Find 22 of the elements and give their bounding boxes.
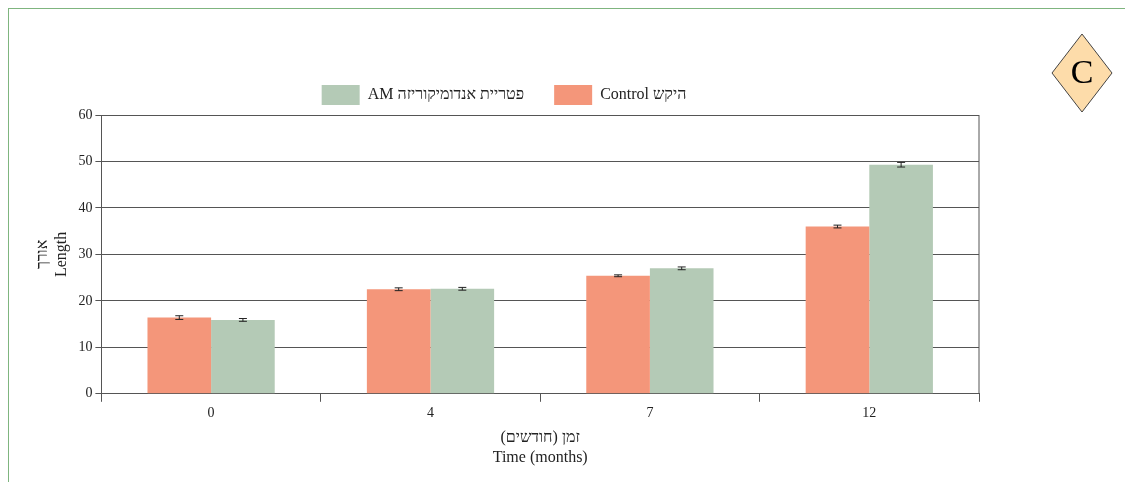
legend-label: Control היקש — [600, 85, 687, 103]
y-tick-label: 60 — [78, 106, 93, 122]
x-tick-label: 0 — [207, 404, 215, 420]
bar — [366, 289, 431, 394]
x-tick-label: 12 — [862, 404, 877, 420]
bar — [211, 319, 275, 394]
y-tick-label: 50 — [78, 153, 93, 169]
y-tick-label: 0 — [85, 385, 93, 401]
bar — [147, 317, 212, 394]
bar — [649, 268, 714, 394]
x-tick-label: 4 — [427, 404, 434, 420]
legend-label: AM פטריית אנדומיקוריזה — [367, 85, 525, 103]
text: C — [1069, 53, 1095, 91]
bar — [805, 226, 870, 394]
x-tick-label: 7 — [646, 404, 654, 420]
y-tick-label: 20 — [78, 292, 93, 308]
y-tick-label: 30 — [78, 246, 93, 262]
y-tick-label: 40 — [78, 199, 93, 215]
y-tick-label: 10 — [78, 339, 93, 355]
bar — [869, 164, 933, 394]
bar — [430, 288, 495, 394]
bar — [586, 275, 650, 394]
